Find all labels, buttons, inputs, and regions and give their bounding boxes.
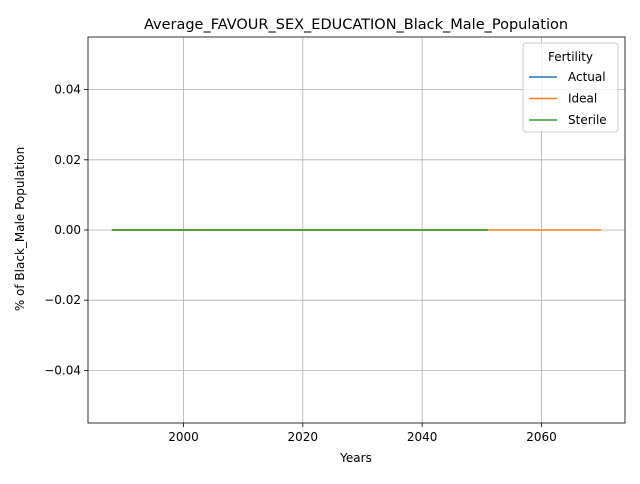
- x-tick-label: 2000: [168, 430, 199, 444]
- chart-title: Average_FAVOUR_SEX_EDUCATION_Black_Male_…: [144, 17, 568, 33]
- x-tick-label: 2060: [526, 430, 557, 444]
- y-tick-label: 0.00: [54, 223, 81, 237]
- y-tick-label: −0.04: [44, 363, 81, 377]
- y-axis-label: % of Black_Male Population: [13, 147, 27, 311]
- legend-label-sterile: Sterile: [568, 113, 607, 127]
- y-tick-label: 0.04: [54, 83, 81, 97]
- x-tick-label: 2040: [407, 430, 438, 444]
- legend-label-ideal: Ideal: [568, 92, 597, 106]
- legend-label-actual: Actual: [568, 70, 606, 84]
- y-tick-label: −0.02: [44, 293, 81, 307]
- legend-title: Fertility: [548, 50, 593, 64]
- x-tick-label: 2020: [288, 430, 319, 444]
- legend-box: [522, 42, 619, 133]
- axes: 2000 2020 2040 2060 −0.04 −0.02 0.00 0.02 0.04: [44, 36, 626, 444]
- x-axis-label: Years: [339, 451, 372, 465]
- y-tick-label: 0.02: [54, 153, 81, 167]
- legend: Fertility Actual Ideal Sterile: [522, 42, 619, 133]
